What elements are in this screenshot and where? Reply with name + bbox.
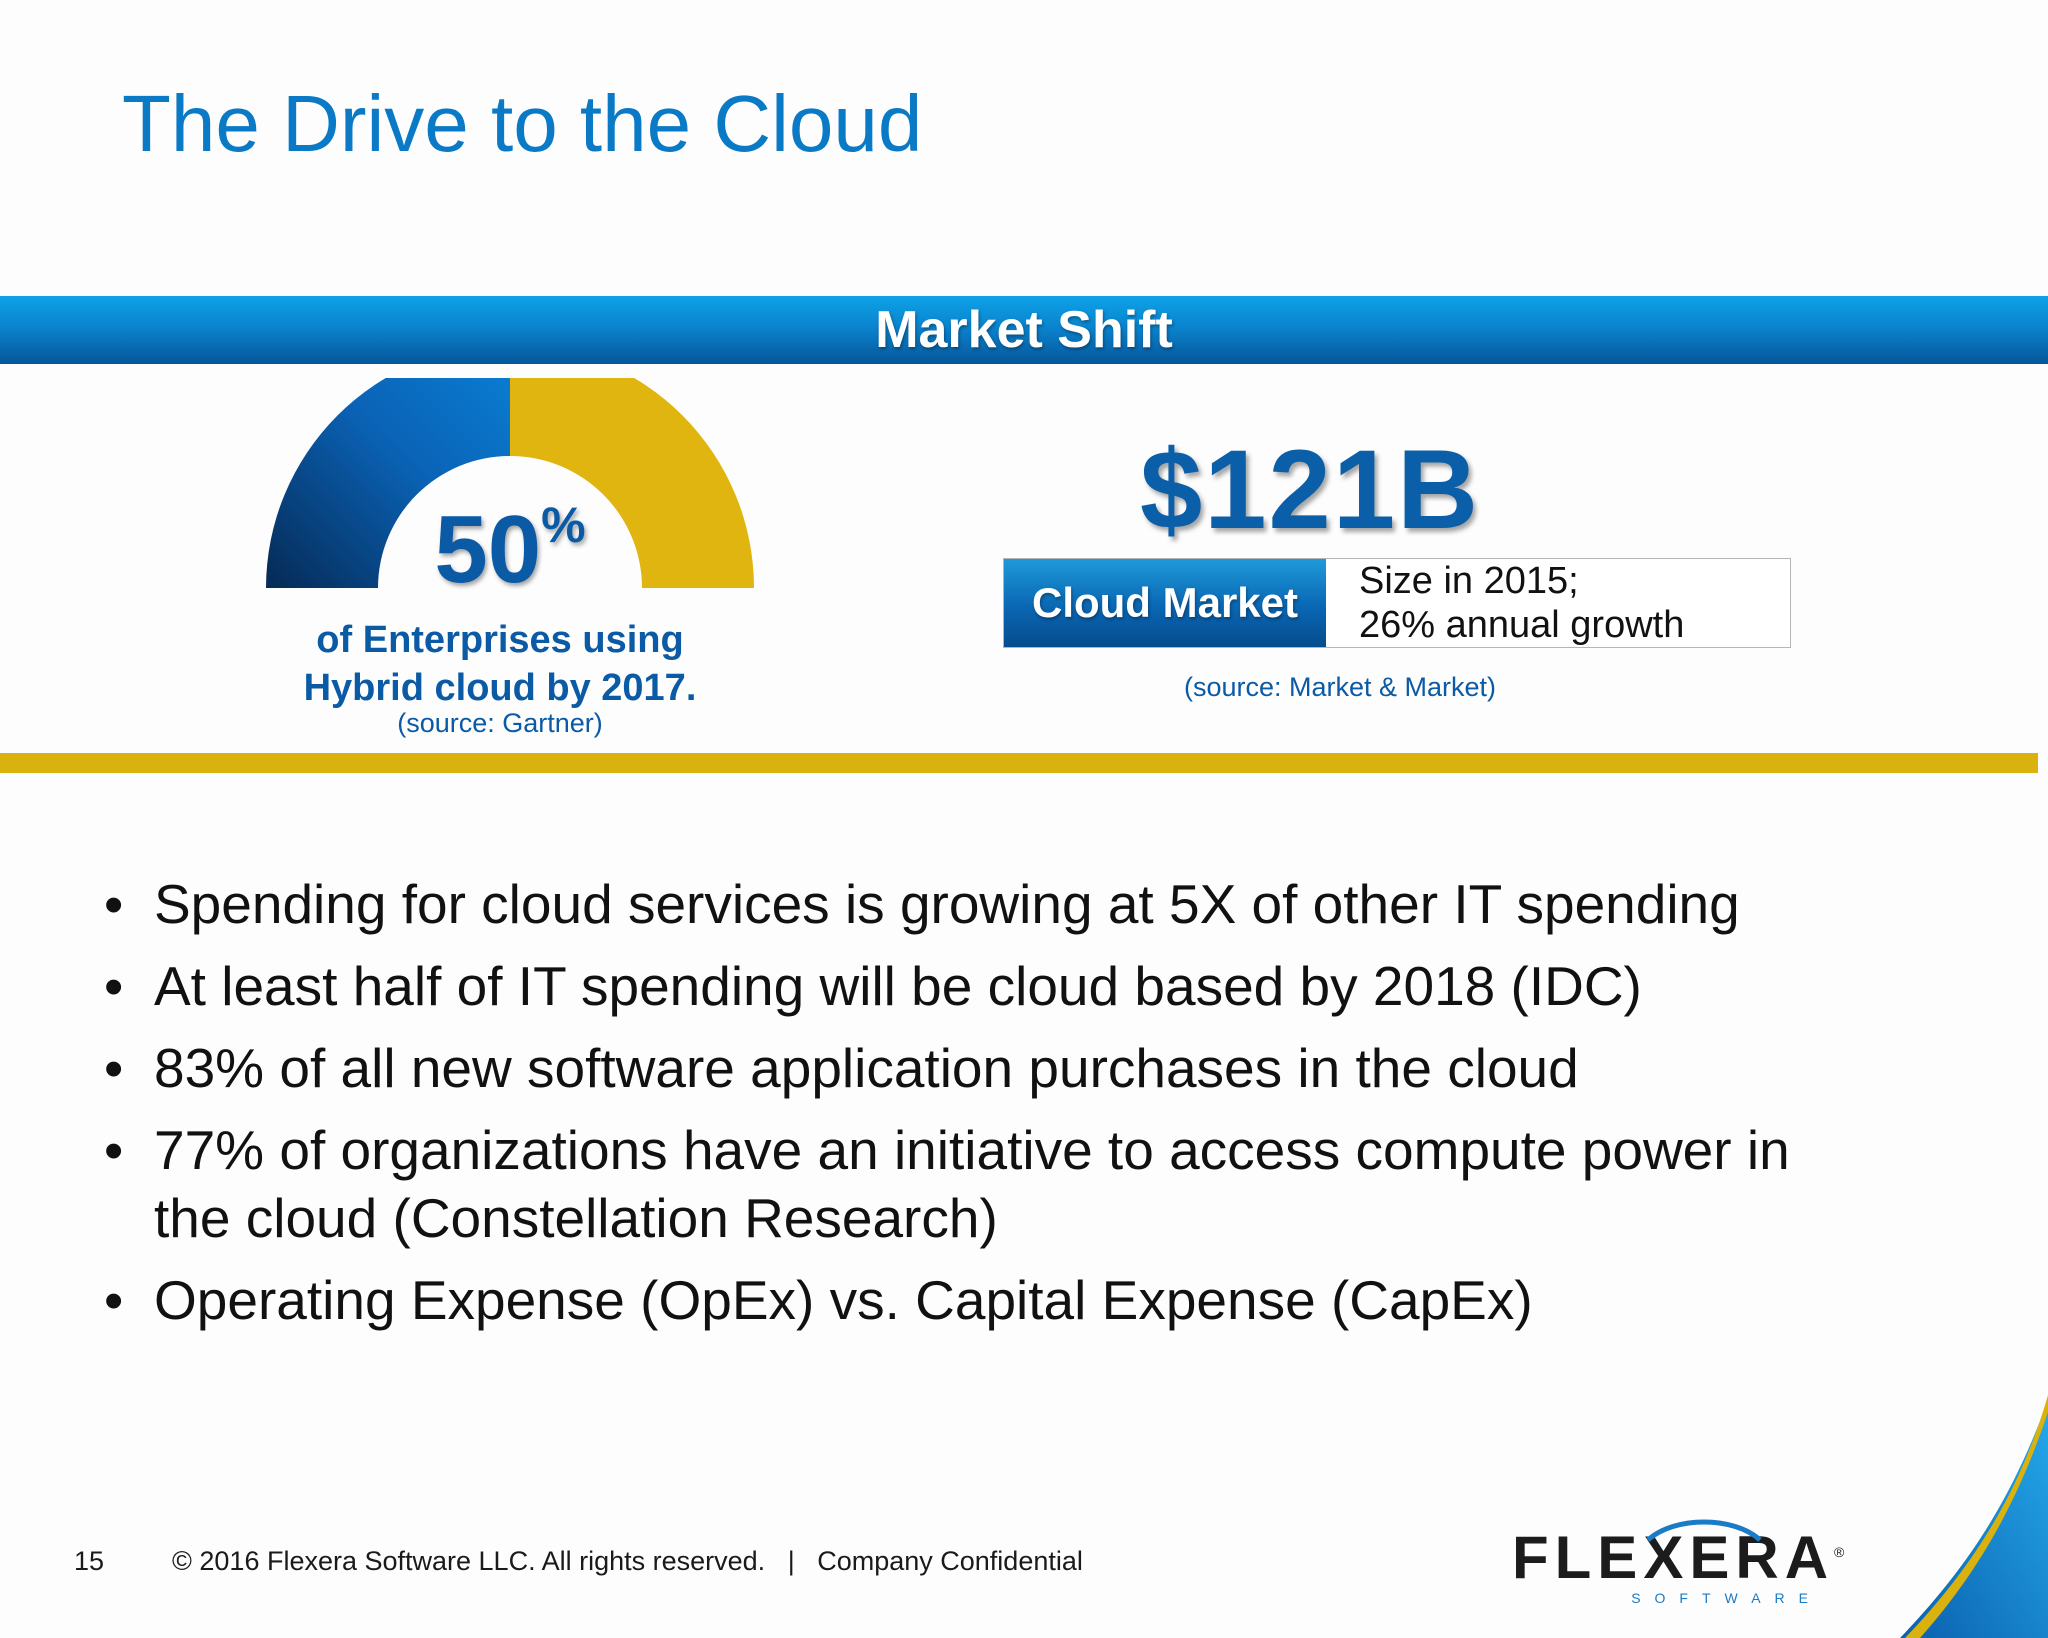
detail-line-1: Size in 2015; — [1359, 560, 1579, 602]
bullet-marker: • — [104, 873, 124, 935]
gauge-percentage: 50% — [380, 500, 640, 598]
cloud-market-value: $121B — [1139, 427, 1481, 552]
bullet-item: • 77% of organizations have an initiativ… — [104, 1116, 1924, 1252]
slide-title: The Drive to the Cloud — [122, 79, 923, 168]
gartner-source: (source: Gartner) — [397, 708, 603, 738]
logo-tagline: SOFTWARE — [1631, 1590, 1822, 1606]
logo-arc-icon — [1646, 1519, 1762, 1542]
caption-line-2: Hybrid cloud by 2017. — [303, 667, 697, 709]
confidential-text: Company Confidential — [817, 1546, 1083, 1576]
logo-wordmark: FLEXERA — [1512, 1524, 1835, 1591]
caption-line-1: of Enterprises using — [316, 619, 684, 661]
bullet-text-continued: the cloud (Constellation Research) — [154, 1187, 998, 1249]
bullet-item: • Operating Expense (OpEx) vs. Capital E… — [104, 1266, 1924, 1334]
bullet-item: • At least half of IT spending will be c… — [104, 952, 1924, 1020]
bullet-text: At least half of IT spending will be clo… — [154, 955, 1642, 1017]
bullet-text: Spending for cloud services is growing a… — [154, 873, 1740, 935]
bullet-item: • 83% of all new software application pu… — [104, 1034, 1924, 1102]
percent-value: 50 — [434, 496, 542, 603]
hybrid-cloud-gauge — [266, 378, 754, 588]
bullet-text: 83% of all new software application purc… — [154, 1037, 1579, 1099]
gauge-filled-segment — [266, 378, 510, 588]
registered-mark: ® — [1834, 1544, 1851, 1560]
cloud-market-box: Cloud Market Size in 2015; 26% annual gr… — [1003, 558, 1791, 648]
gold-divider — [0, 753, 2038, 773]
flexera-logo: FLEXERA® SOFTWARE — [1512, 1519, 1844, 1606]
footer-separator: | — [787, 1546, 795, 1576]
bullet-text: 77% of organizations have an initiative … — [154, 1119, 1790, 1181]
cloud-market-detail: Size in 2015; 26% annual growth — [1359, 559, 1779, 647]
footer-text: © 2016 Flexera Software LLC. All rights … — [172, 1546, 1083, 1577]
bullet-marker: • — [104, 1269, 124, 1331]
bullet-marker: • — [104, 955, 124, 1017]
copyright-text: © 2016 Flexera Software LLC. All rights … — [172, 1546, 766, 1576]
market-shift-banner: Market Shift — [0, 296, 2048, 364]
cloud-market-label: Cloud Market — [1004, 559, 1326, 647]
bullet-marker: • — [104, 1037, 124, 1099]
detail-line-2: 26% annual growth — [1359, 604, 1685, 646]
bullet-list: • Spending for cloud services is growing… — [104, 870, 1924, 1348]
bullet-marker: • — [104, 1119, 124, 1181]
market-source: (source: Market & Market) — [1183, 672, 1497, 702]
bullet-text: Operating Expense (OpEx) vs. Capital Exp… — [154, 1269, 1533, 1331]
enterprise-caption: of Enterprises using Hybrid cloud by 201… — [200, 616, 800, 712]
banner-label: Market Shift — [875, 301, 1173, 359]
percent-sign: % — [541, 497, 586, 553]
gauge-remaining-segment — [510, 378, 754, 588]
bullet-item: • Spending for cloud services is growing… — [104, 870, 1924, 938]
page-number: 15 — [74, 1546, 105, 1576]
